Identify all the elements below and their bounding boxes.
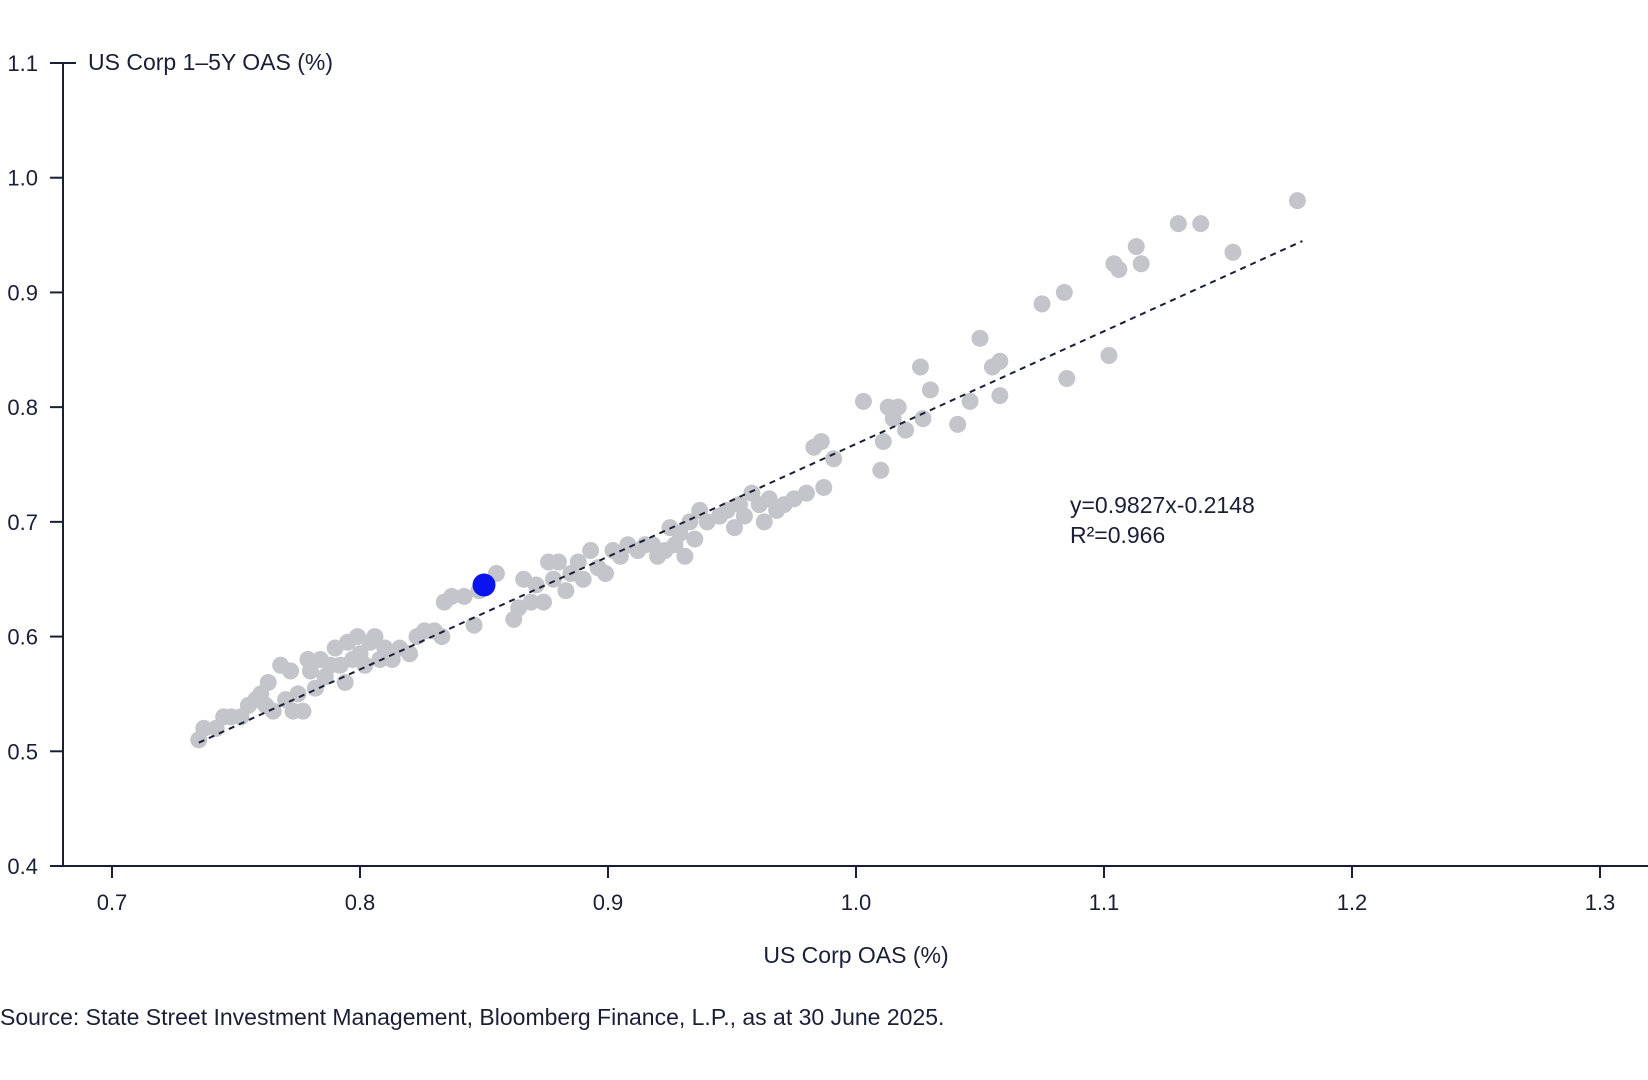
- data-point: [544, 570, 562, 588]
- regression-equation: y=0.9827x-0.2148: [1070, 492, 1255, 518]
- data-point: [455, 587, 473, 605]
- data-point: [1224, 243, 1242, 261]
- x-tick-label: 1.0: [841, 890, 872, 915]
- data-point: [522, 593, 540, 611]
- data-point: [1058, 369, 1076, 387]
- data-point: [264, 702, 282, 720]
- y-tick-label: 1.1: [7, 51, 38, 76]
- data-point: [889, 398, 907, 416]
- x-axis: 0.7 0.8 0.9 1.0 1.1 1.2 1.3: [63, 865, 1648, 915]
- trendline-group: [198, 240, 1303, 744]
- y-tick-label: 0.9: [7, 280, 38, 305]
- data-point: [582, 542, 600, 560]
- data-point: [1055, 283, 1073, 301]
- data-point: [433, 628, 451, 646]
- data-point: [686, 530, 704, 548]
- x-tick-label: 0.7: [97, 890, 128, 915]
- y-axis: 0.4 0.5 0.6 0.7 0.8 0.9 1.0 1.1: [7, 51, 76, 879]
- highlight-group: [472, 573, 496, 597]
- data-point: [815, 478, 833, 496]
- data-point: [1169, 215, 1187, 233]
- data-point: [991, 387, 1009, 405]
- x-axis-title: US Corp OAS (%): [763, 942, 948, 968]
- data-point: [574, 570, 592, 588]
- data-point: [1110, 260, 1128, 278]
- data-point: [289, 685, 307, 703]
- y-tick-label: 0.7: [7, 510, 38, 535]
- data-point: [735, 507, 753, 525]
- trendline: [198, 240, 1303, 744]
- data-point: [366, 628, 384, 646]
- data-point: [897, 421, 915, 439]
- source-note: Source: State Street Investment Manageme…: [0, 1004, 945, 1030]
- data-point: [971, 329, 989, 347]
- data-point: [725, 519, 743, 537]
- y-tick-label: 0.5: [7, 739, 38, 764]
- data-point: [949, 415, 967, 433]
- data-point: [465, 616, 483, 634]
- y-tick-label: 0.8: [7, 395, 38, 420]
- x-tick-label: 0.9: [593, 890, 624, 915]
- y-axis-title: US Corp 1–5Y OAS (%): [88, 49, 333, 75]
- data-point: [535, 593, 553, 611]
- data-point: [676, 547, 694, 565]
- data-point: [301, 662, 319, 680]
- data-point: [914, 410, 932, 428]
- data-point: [854, 392, 872, 410]
- data-point: [671, 524, 689, 542]
- x-tick-label: 1.1: [1089, 890, 1120, 915]
- data-point: [597, 564, 615, 582]
- data-point: [549, 553, 567, 571]
- data-point: [527, 576, 545, 594]
- data-point: [812, 433, 830, 451]
- data-point: [1033, 295, 1051, 313]
- data-point: [282, 662, 300, 680]
- data-point: [825, 450, 843, 468]
- data-point: [991, 352, 1009, 370]
- x-tick-label: 0.8: [345, 890, 376, 915]
- data-point: [755, 513, 773, 531]
- data-point: [797, 484, 815, 502]
- x-tick-label: 1.3: [1585, 890, 1616, 915]
- data-point: [336, 673, 354, 691]
- data-point: [1100, 347, 1118, 365]
- data-point: [443, 587, 461, 605]
- data-point: [961, 392, 979, 410]
- data-point: [557, 582, 575, 600]
- y-tick-label: 0.4: [7, 854, 38, 879]
- scatter-chart: 0.4 0.5 0.6 0.7 0.8 0.9 1.0 1.1 0.7 0.8 0.9 1.0 1.1…: [7, 49, 1648, 968]
- data-point: [569, 553, 587, 571]
- data-point: [1192, 215, 1210, 233]
- data-point: [1127, 238, 1145, 256]
- r-squared: R²=0.966: [1070, 522, 1165, 548]
- data-point: [1288, 192, 1306, 210]
- data-point: [195, 719, 213, 737]
- data-point: [911, 358, 929, 376]
- data-point: [874, 433, 892, 451]
- data-points: [190, 192, 1306, 749]
- x-tick-label: 1.2: [1337, 890, 1368, 915]
- highlight-point: [472, 573, 496, 597]
- data-point: [1132, 255, 1150, 273]
- data-point: [921, 381, 939, 399]
- y-tick-label: 1.0: [7, 166, 38, 191]
- data-point: [259, 673, 277, 691]
- data-point: [294, 702, 312, 720]
- data-point: [872, 461, 890, 479]
- y-tick-label: 0.6: [7, 625, 38, 650]
- data-point: [401, 645, 419, 663]
